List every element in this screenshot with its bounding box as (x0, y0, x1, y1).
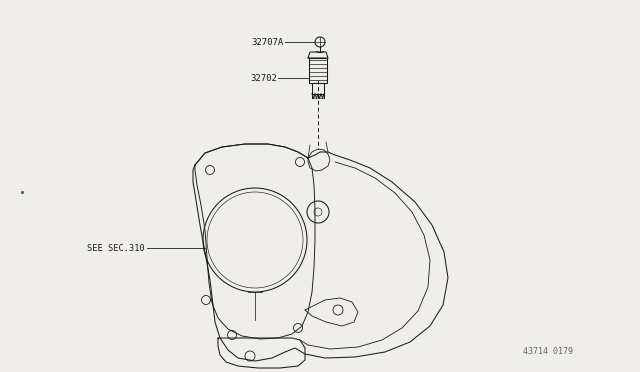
Text: 32702: 32702 (250, 74, 277, 83)
Text: SEE SEC.310: SEE SEC.310 (87, 244, 145, 253)
Text: 32707A: 32707A (252, 38, 284, 46)
Text: 43714 0179: 43714 0179 (523, 347, 573, 356)
